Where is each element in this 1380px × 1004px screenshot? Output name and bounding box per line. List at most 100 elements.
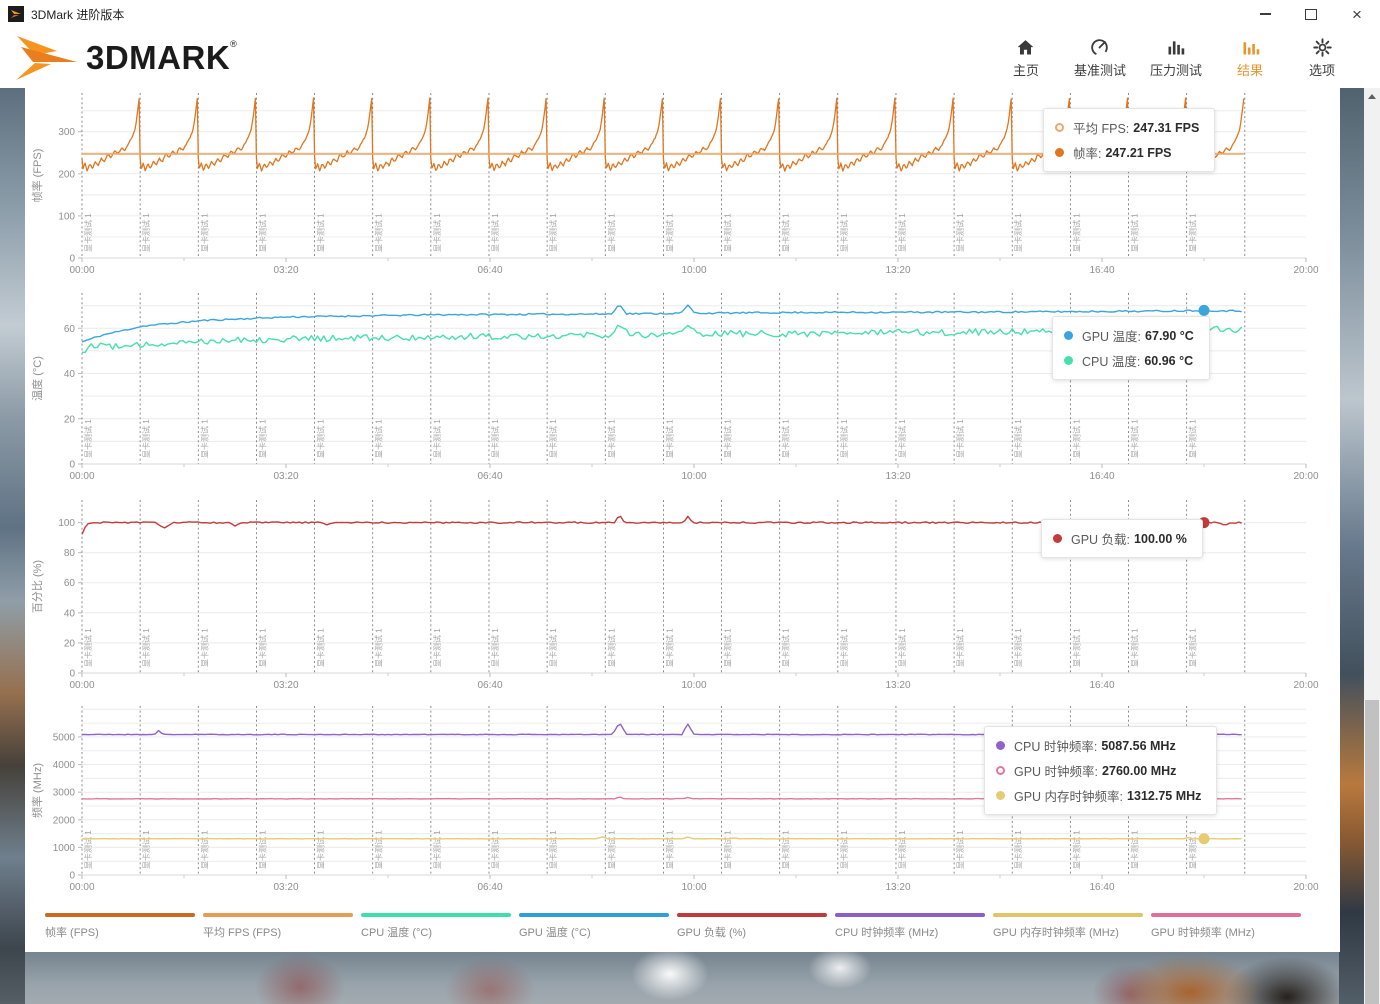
results-bars-icon: [1243, 42, 1259, 55]
svg-text:显卡测试 1: 显卡测试 1: [781, 419, 791, 458]
svg-text:20: 20: [64, 414, 76, 425]
svg-text:显卡测试 1: 显卡测试 1: [606, 213, 616, 252]
legend-item: 帧率 (FPS): [45, 913, 203, 940]
legend-label: GPU 时钟频率 (MHz): [1151, 927, 1255, 939]
svg-text:60: 60: [64, 578, 76, 589]
svg-text:03:20: 03:20: [273, 882, 298, 893]
nav-stress-test[interactable]: 压力测试: [1150, 37, 1202, 79]
svg-text:显卡测试 1: 显卡测试 1: [199, 419, 209, 458]
tooltip-row: GPU 时钟频率: 2760.00 MHz: [996, 758, 1201, 783]
svg-text:20: 20: [64, 638, 76, 649]
svg-text:显卡测试 1: 显卡测试 1: [955, 830, 965, 869]
svg-text:100: 100: [58, 211, 75, 222]
svg-text:显卡测试 1: 显卡测试 1: [548, 419, 558, 458]
svg-text:13:20: 13:20: [885, 471, 910, 482]
svg-text:显卡测试 1: 显卡测试 1: [664, 419, 674, 458]
svg-text:显卡测试 1: 显卡测试 1: [1013, 628, 1023, 667]
svg-text:显卡测试 1: 显卡测试 1: [1130, 628, 1140, 667]
fps-chart-tooltip: 平均 FPS: 247.31 FPS 帧率: 247.21 FPS: [1043, 108, 1216, 172]
svg-text:显卡测试 1: 显卡测试 1: [839, 830, 849, 869]
svg-text:显卡测试 1: 显卡测试 1: [432, 628, 442, 667]
svg-text:00:00: 00:00: [69, 680, 94, 691]
series-GPU 温度: [81, 304, 1242, 343]
svg-text:显卡测试 1: 显卡测试 1: [199, 213, 209, 252]
nav-home[interactable]: 主页: [1002, 37, 1050, 79]
svg-text:显卡测试 1: 显卡测试 1: [432, 213, 442, 252]
svg-text:16:40: 16:40: [1089, 471, 1114, 482]
svg-text:显卡测试 1: 显卡测试 1: [548, 628, 558, 667]
scrollbar[interactable]: [1364, 88, 1380, 1004]
series-marker-icon: [1064, 356, 1073, 365]
svg-text:0: 0: [69, 669, 75, 680]
svg-text:20:00: 20:00: [1293, 265, 1318, 276]
series-marker-icon: [1055, 123, 1064, 132]
series-marker-icon: [996, 766, 1005, 775]
main-nav: 主页 基准测试 压力测试: [1002, 37, 1346, 79]
svg-text:16:40: 16:40: [1089, 265, 1114, 276]
svg-text:显卡测试 1: 显卡测试 1: [374, 830, 384, 869]
app-header: 3DMARK ® 主页 基准测试 压力测试: [0, 28, 1380, 88]
svg-text:显卡测试 1: 显卡测试 1: [83, 419, 93, 458]
legend-label: 帧率 (FPS): [45, 927, 99, 939]
svg-text:显卡测试 1: 显卡测试 1: [723, 213, 733, 252]
nav-results[interactable]: 结果: [1226, 37, 1274, 79]
gpu-load-chart-tooltip: GPU 负载: 100.00 %: [1041, 519, 1203, 558]
nav-benchmark[interactable]: 基准测试: [1074, 37, 1126, 79]
svg-text:显卡测试 1: 显卡测试 1: [141, 213, 151, 252]
svg-text:00:00: 00:00: [69, 471, 94, 482]
svg-text:显卡测试 1: 显卡测试 1: [432, 830, 442, 869]
gear-icon: [1312, 38, 1332, 57]
svg-text:显卡测试 1: 显卡测试 1: [1013, 830, 1023, 869]
legend-color-bar: [1151, 913, 1301, 917]
svg-text:3000: 3000: [53, 788, 76, 799]
title-bar: 3DMark 进阶版本 ×: [0, 0, 1380, 28]
svg-text:显卡测试 1: 显卡测试 1: [955, 419, 965, 458]
svg-text:显卡测试 1: 显卡测试 1: [955, 628, 965, 667]
close-button[interactable]: ×: [1334, 0, 1380, 28]
svg-text:显卡测试 1: 显卡测试 1: [257, 419, 267, 458]
gauge-icon: [1091, 39, 1109, 56]
legend-item: GPU 负载 (%): [677, 913, 835, 940]
svg-text:百分比 (%): 百分比 (%): [31, 560, 44, 613]
maximize-button[interactable]: [1288, 0, 1334, 28]
minimize-icon: [1259, 13, 1271, 15]
svg-text:频率 (MHz): 频率 (MHz): [30, 763, 44, 818]
close-icon: ×: [1352, 4, 1362, 24]
scrollbar-thumb[interactable]: [1365, 700, 1379, 1004]
svg-text:温度 (°C): 温度 (°C): [30, 356, 44, 401]
svg-text:16:40: 16:40: [1089, 680, 1114, 691]
svg-text:显卡测试 1: 显卡测试 1: [839, 628, 849, 667]
svg-text:显卡测试 1: 显卡测试 1: [141, 628, 151, 667]
legend-item: CPU 温度 (°C): [361, 913, 519, 940]
svg-text:显卡测试 1: 显卡测试 1: [897, 419, 907, 458]
svg-text:显卡测试 1: 显卡测试 1: [83, 628, 93, 667]
gpu-load-chart[interactable]: 0 20 40 60 80 100 百分比 (%) 00:00 03:20 06:40 10:00 1…: [25, 488, 1340, 695]
svg-text:06:40: 06:40: [477, 265, 502, 276]
svg-text:10:00: 10:00: [681, 680, 706, 691]
temperature-chart[interactable]: 0 20 40 60 温度 (°C) 00:00 03:20 06:40 10:00 13:20 1…: [25, 288, 1340, 488]
tooltip-row: CPU 时钟频率: 5087.56 MHz: [996, 733, 1201, 758]
svg-text:显卡测试 1: 显卡测试 1: [1188, 628, 1198, 667]
svg-text:03:20: 03:20: [273, 471, 298, 482]
svg-text:显卡测试 1: 显卡测试 1: [606, 628, 616, 667]
svg-text:显卡测试 1: 显卡测试 1: [781, 830, 791, 869]
svg-text:显卡测试 1: 显卡测试 1: [83, 213, 93, 252]
svg-text:2000: 2000: [53, 815, 76, 826]
svg-text:显卡测试 1: 显卡测试 1: [1188, 213, 1198, 252]
svg-text:0: 0: [69, 871, 75, 882]
scrollbar-up-arrow[interactable]: [1364, 88, 1380, 104]
legend-color-bar: [835, 913, 985, 917]
svg-text:06:40: 06:40: [477, 471, 502, 482]
legend-color-bar: [519, 913, 669, 917]
svg-text:10:00: 10:00: [681, 471, 706, 482]
svg-text:显卡测试 1: 显卡测试 1: [1071, 628, 1081, 667]
series-GPU 内存时钟频率: [82, 836, 1242, 840]
svg-text:10:00: 10:00: [681, 265, 706, 276]
app-icon: [8, 6, 24, 22]
minimize-button[interactable]: [1242, 0, 1288, 28]
svg-text:显卡测试 1: 显卡测试 1: [1013, 213, 1023, 252]
svg-text:显卡测试 1: 显卡测试 1: [1130, 213, 1140, 252]
svg-text:显卡测试 1: 显卡测试 1: [723, 628, 733, 667]
nav-options[interactable]: 选项: [1298, 37, 1346, 79]
svg-text:03:20: 03:20: [273, 265, 298, 276]
